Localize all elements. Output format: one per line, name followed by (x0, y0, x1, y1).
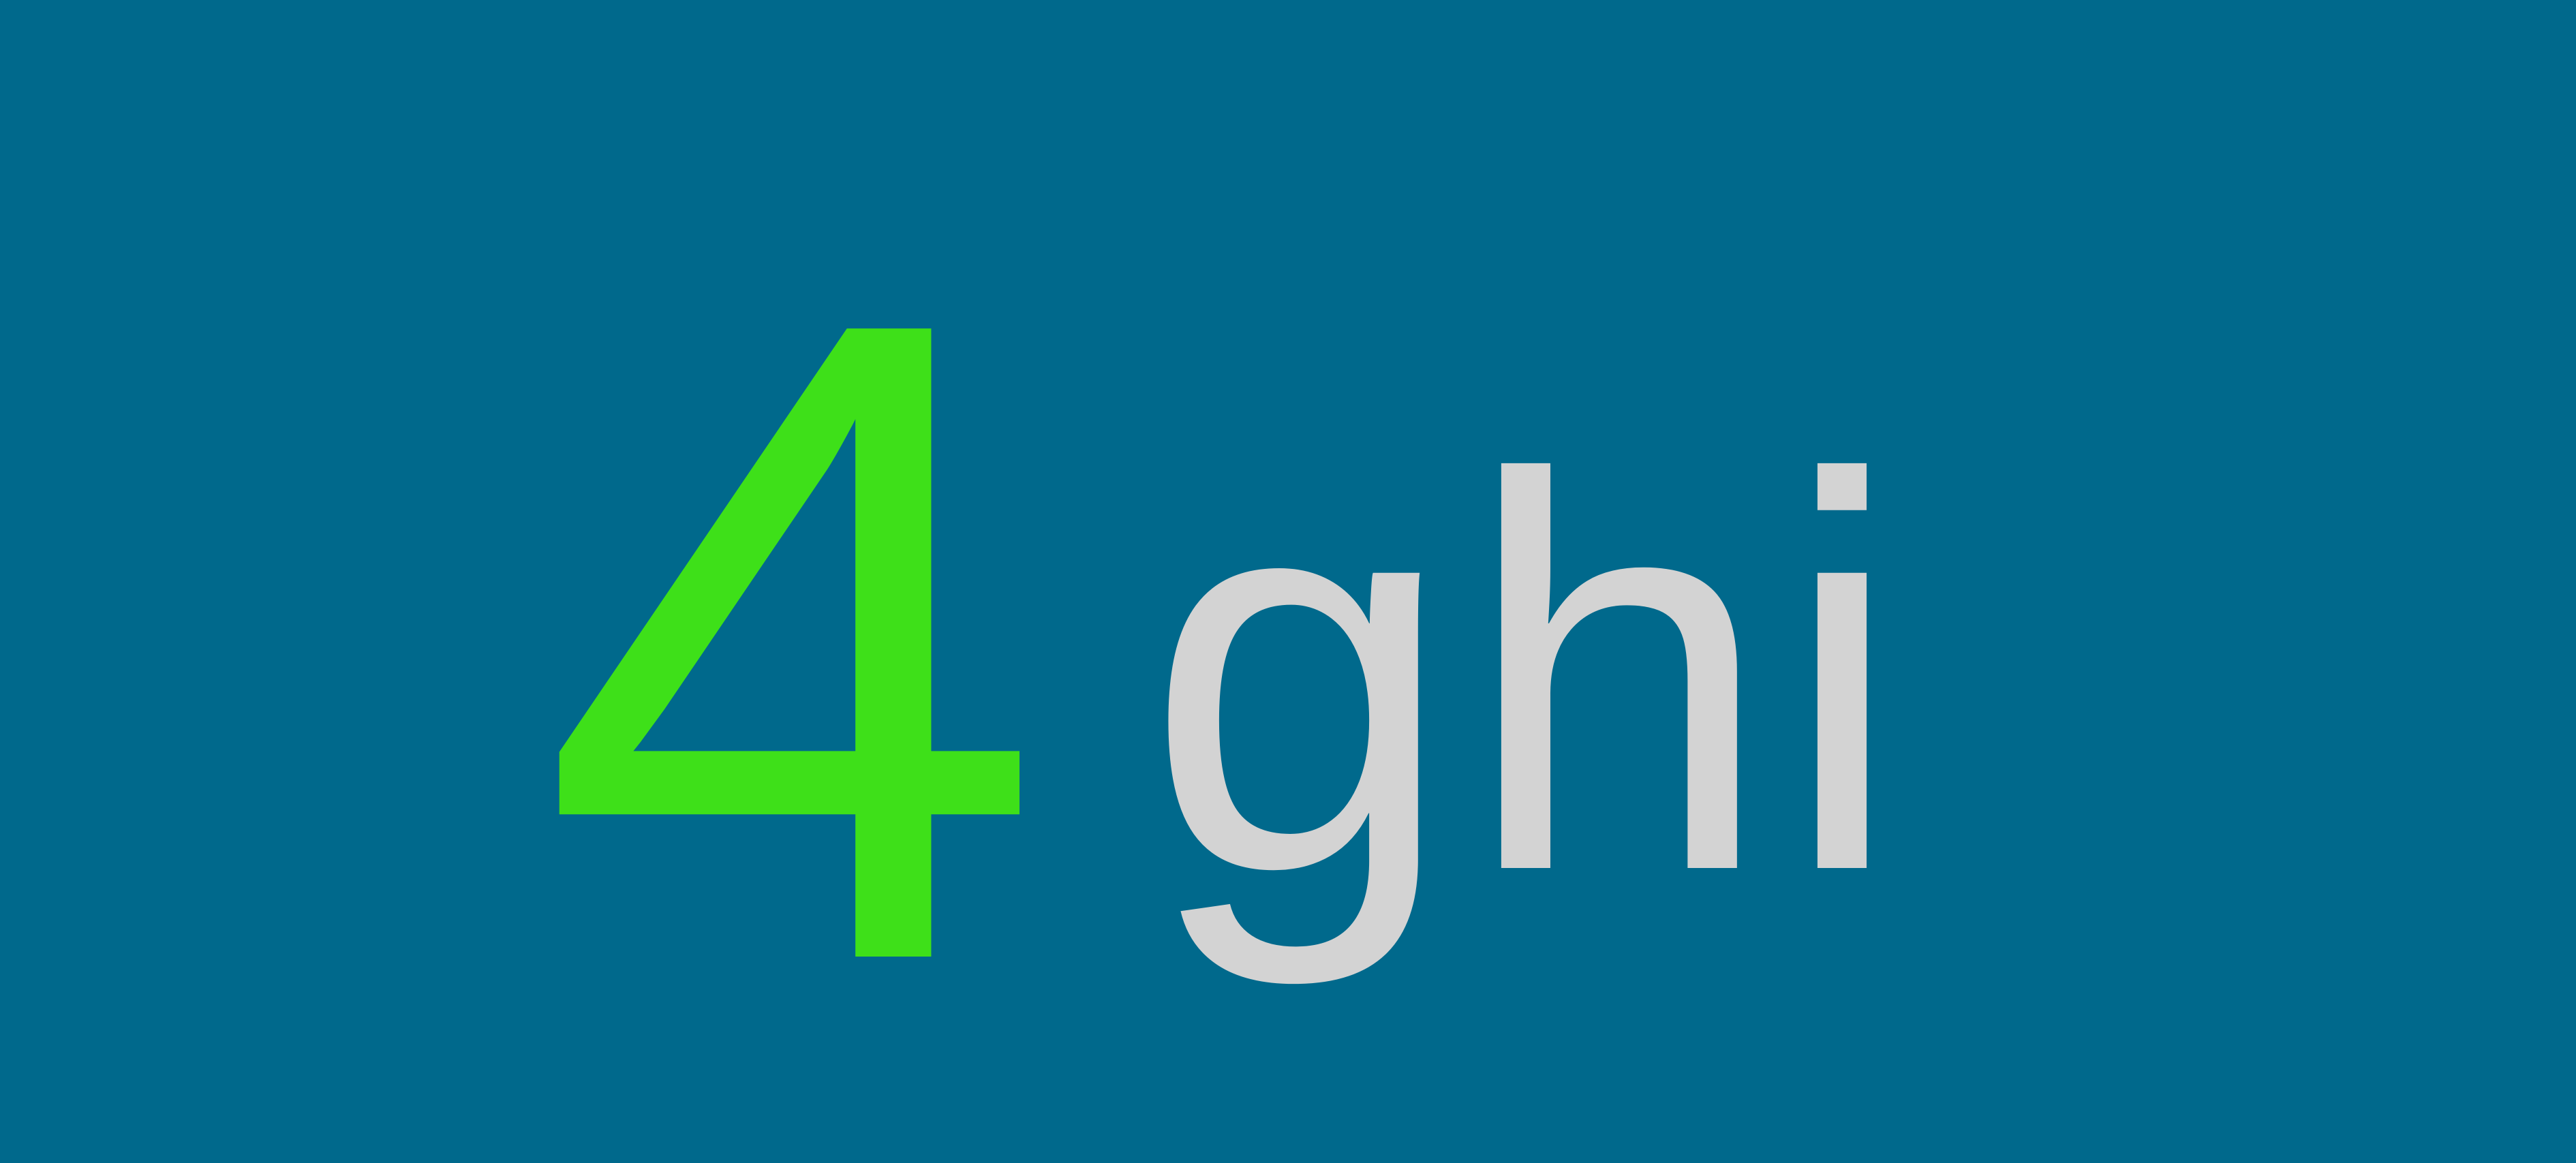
key-letters: ghi (1145, 362, 1912, 987)
key-digit: 4 (538, 130, 1047, 1150)
